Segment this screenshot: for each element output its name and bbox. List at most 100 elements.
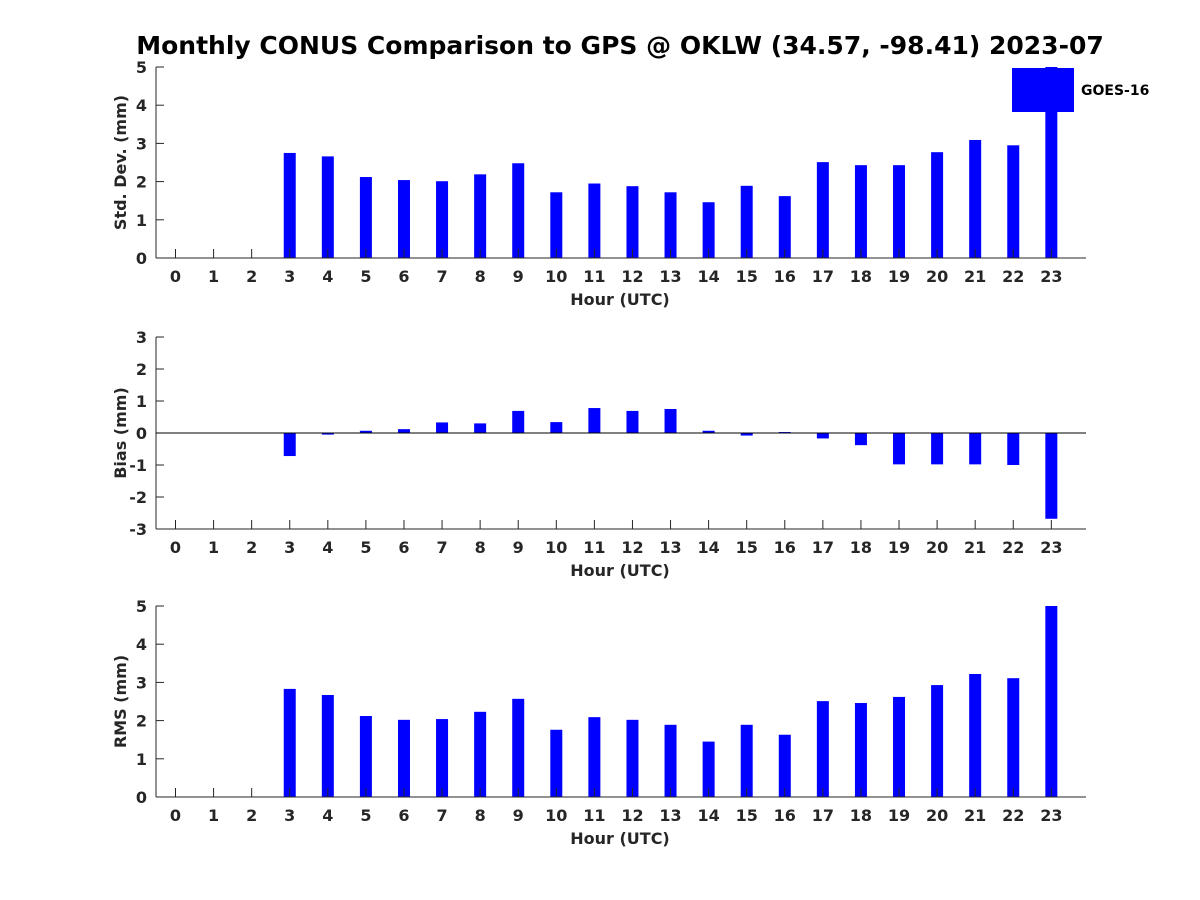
x-tick-label: 0 (170, 806, 181, 825)
bar-rms-21 (969, 673, 982, 797)
bar-rms-3 (283, 688, 296, 797)
bar-bias-21 (969, 433, 982, 465)
bar-bias-10 (550, 422, 563, 433)
bar-rms-11 (588, 717, 601, 797)
x-axis-label: Hour (UTC) (570, 561, 670, 580)
x-tick-label: 10 (545, 806, 567, 825)
bar-bias-18 (854, 433, 867, 446)
x-tick-label: 20 (926, 806, 948, 825)
x-tick-label: 9 (513, 538, 524, 557)
x-tick-label: 1 (208, 806, 219, 825)
y-tick-label: -3 (129, 520, 147, 539)
y-tick-label: -2 (129, 488, 147, 507)
y-tick-label: 5 (136, 597, 147, 616)
y-tick-label: 3 (136, 134, 147, 153)
x-tick-label: 22 (1002, 806, 1024, 825)
y-tick-label: 1 (136, 750, 147, 769)
y-tick-label: 0 (136, 249, 147, 268)
x-tick-label: 12 (621, 806, 643, 825)
bar-rms-13 (664, 724, 677, 797)
x-tick-label: 6 (398, 806, 409, 825)
x-tick-label: 5 (360, 538, 371, 557)
legend: GOES-16 (1012, 68, 1149, 112)
bar-std-dev-22 (1007, 145, 1020, 258)
bar-bias-7 (436, 422, 449, 433)
x-tick-label: 16 (774, 538, 796, 557)
bar-bias-20 (931, 433, 944, 465)
legend-swatch (1012, 68, 1074, 112)
y-tick-label: 3 (136, 673, 147, 692)
bar-bias-22 (1007, 433, 1020, 465)
x-tick-label: 8 (475, 267, 486, 286)
bar-std-dev-15 (740, 185, 753, 258)
bar-std-dev-20 (931, 152, 944, 258)
bar-std-dev-16 (778, 196, 791, 258)
bar-bias-6 (397, 429, 410, 433)
y-tick-label: 2 (136, 712, 147, 731)
bar-rms-16 (778, 734, 791, 797)
x-tick-label: 21 (964, 538, 986, 557)
bar-std-dev-5 (359, 177, 372, 258)
x-tick-label: 2 (246, 267, 257, 286)
x-tick-label: 8 (475, 806, 486, 825)
x-tick-label: 21 (964, 806, 986, 825)
bar-rms-7 (436, 719, 449, 797)
bar-std-dev-18 (854, 165, 867, 258)
x-tick-label: 19 (888, 267, 910, 286)
bar-rms-23 (1045, 606, 1058, 797)
figure-title: Monthly CONUS Comparison to GPS @ OKLW (… (136, 31, 1104, 60)
bar-bias-19 (893, 433, 906, 465)
bar-rms-5 (359, 716, 372, 797)
x-tick-label: 7 (436, 267, 447, 286)
y-tick-label: 0 (136, 788, 147, 807)
x-tick-label: 23 (1040, 267, 1062, 286)
legend-label: GOES-16 (1081, 83, 1149, 99)
bar-rms-19 (893, 696, 906, 797)
x-tick-label: 13 (659, 538, 681, 557)
bar-std-dev-4 (321, 156, 334, 258)
x-tick-label: 6 (398, 538, 409, 557)
x-tick-label: 11 (583, 538, 605, 557)
x-tick-label: 1 (208, 538, 219, 557)
bar-std-dev-14 (702, 202, 715, 258)
x-tick-label: 5 (360, 267, 371, 286)
x-tick-label: 13 (659, 267, 681, 286)
x-tick-label: 20 (926, 267, 948, 286)
x-tick-label: 15 (736, 267, 758, 286)
x-tick-label: 16 (774, 267, 796, 286)
x-tick-label: 11 (583, 267, 605, 286)
x-tick-label: 13 (659, 806, 681, 825)
x-tick-label: 18 (850, 267, 872, 286)
bar-rms-17 (816, 701, 829, 797)
bar-rms-9 (512, 698, 525, 797)
bar-bias-11 (588, 408, 601, 433)
x-tick-label: 10 (545, 538, 567, 557)
y-tick-label: 2 (136, 173, 147, 192)
x-tick-label: 19 (888, 538, 910, 557)
bar-rms-14 (702, 741, 715, 797)
x-tick-label: 9 (513, 267, 524, 286)
bar-std-dev-13 (664, 192, 677, 258)
x-tick-label: 4 (322, 538, 333, 557)
y-tick-label: 0 (136, 424, 147, 443)
x-tick-label: 18 (850, 538, 872, 557)
x-tick-label: 23 (1040, 806, 1062, 825)
bar-std-dev-3 (283, 152, 296, 258)
bar-rms-20 (931, 685, 944, 797)
x-tick-label: 22 (1002, 267, 1024, 286)
bar-std-dev-19 (893, 165, 906, 258)
x-tick-label: 17 (812, 538, 834, 557)
bar-rms-6 (397, 719, 410, 797)
bar-bias-13 (664, 409, 677, 433)
x-axis-label: Hour (UTC) (570, 290, 670, 309)
bar-rms-15 (740, 724, 753, 797)
bar-bias-23 (1045, 433, 1058, 519)
bar-rms-18 (854, 703, 867, 797)
bar-std-dev-8 (474, 174, 487, 258)
x-tick-label: 20 (926, 538, 948, 557)
